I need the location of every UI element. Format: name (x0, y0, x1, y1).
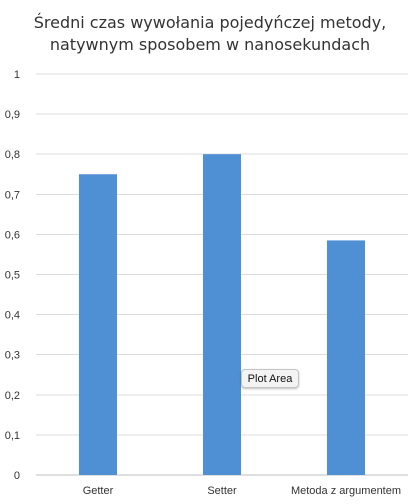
y-tick-label: 0 (14, 470, 20, 482)
bar[interactable] (79, 174, 117, 475)
x-category-label: Setter (207, 485, 237, 497)
y-tick-label: 0,7 (5, 189, 20, 201)
x-category-label: Getter (83, 485, 114, 497)
y-tick-label: 0,3 (5, 350, 20, 362)
y-tick-label: 0,2 (5, 390, 20, 402)
y-tick-label: 0,8 (5, 149, 20, 161)
y-tick-label: 0,5 (5, 270, 20, 282)
chart-title-line-1: Średni czas wywołania pojedyńczej metody… (34, 13, 387, 32)
y-axis-ticks: 0 0,1 0,2 0,3 0,4 0,5 0,6 0,7 0,8 0,9 1 (5, 69, 20, 482)
category-labels: Getter Setter Metoda z argumentem (83, 485, 401, 497)
chart-title-line-2: natywnym sposobem w nanosekundach (50, 35, 370, 54)
y-tick-label: 0,1 (5, 430, 20, 442)
bars[interactable] (79, 154, 365, 475)
bar[interactable] (327, 240, 365, 475)
plot-area-tooltip: Plot Area (241, 369, 299, 388)
y-tick-label: 0,6 (5, 229, 20, 241)
y-tick-label: 0,4 (5, 310, 20, 322)
bar[interactable] (203, 154, 241, 475)
y-tick-label: 1 (14, 69, 20, 81)
y-tick-label: 0,9 (5, 109, 20, 121)
x-category-label: Metoda z argumentem (291, 485, 401, 497)
